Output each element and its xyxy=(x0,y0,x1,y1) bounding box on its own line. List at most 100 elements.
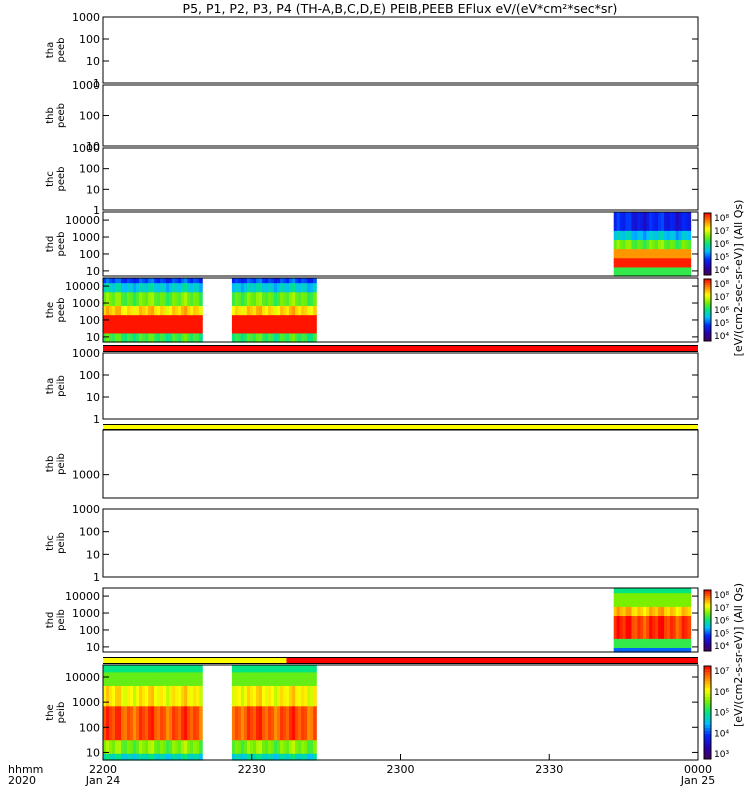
spectrogram-cell xyxy=(301,296,305,302)
spectrogram-cell xyxy=(112,726,116,734)
spectrogram-cell xyxy=(163,665,167,673)
spectrogram-cell xyxy=(643,221,647,227)
colorbar-cell xyxy=(704,326,711,330)
spectrogram-cell xyxy=(193,678,197,686)
spectrogram-cell xyxy=(154,310,158,316)
spectrogram-cell xyxy=(631,647,635,653)
spectrogram-cell xyxy=(231,337,236,343)
spectrogram-cell xyxy=(655,642,659,649)
spectrogram-cell xyxy=(256,719,260,727)
spectrogram-cell xyxy=(124,726,128,734)
spectrogram-cell xyxy=(124,665,128,673)
spectrogram-cell xyxy=(184,726,188,734)
spectrogram-cell xyxy=(106,726,110,734)
spectrogram-cell xyxy=(687,216,692,222)
spectrogram-cell xyxy=(240,726,245,734)
spectrogram-cell xyxy=(625,257,630,263)
spectrogram-cell xyxy=(172,705,176,714)
spectrogram-cell xyxy=(237,732,242,741)
spectrogram-cell xyxy=(684,262,689,268)
spectrogram-cell xyxy=(121,337,125,343)
spectrogram-cell xyxy=(139,314,143,320)
spectrogram-cell xyxy=(301,310,305,316)
spectrogram-cell xyxy=(622,225,627,231)
spectrogram-cell xyxy=(280,698,284,707)
spectrogram-cell xyxy=(142,685,146,693)
spectrogram-cell xyxy=(172,726,176,734)
spectrogram-cell xyxy=(262,719,266,727)
spectrogram-cell xyxy=(124,739,128,748)
spectrogram-cell xyxy=(640,588,644,594)
spectrogram-cell xyxy=(118,732,122,741)
panel-ylabel-product: peeb xyxy=(56,38,67,63)
colorbar-cell xyxy=(704,244,711,247)
spectrogram-cell xyxy=(295,719,299,727)
spectrogram-cell xyxy=(160,671,164,680)
spectrogram-cell xyxy=(184,296,188,302)
spectrogram-cell xyxy=(181,726,185,734)
colorbar-cell xyxy=(704,279,711,282)
spectrogram-cell xyxy=(243,719,248,727)
spectrogram-cell xyxy=(289,314,293,320)
spectrogram-cell xyxy=(675,633,680,639)
spectrogram-cell xyxy=(178,291,182,297)
spectrogram-cell xyxy=(169,282,173,288)
spectrogram-cell xyxy=(619,606,624,612)
spectrogram-cell xyxy=(231,287,236,293)
spectrogram-cell xyxy=(136,337,140,343)
colorbar-tick-label: 10⁴ xyxy=(714,266,729,276)
spectrogram-cell xyxy=(178,705,182,714)
spectrogram-cell xyxy=(199,314,203,320)
spectrogram-cell xyxy=(687,620,692,626)
spectrogram-cell xyxy=(666,647,671,653)
spectrogram-cell xyxy=(103,314,107,320)
spectrogram-cell xyxy=(109,685,113,693)
spectrogram-cell xyxy=(142,719,146,727)
spectrogram-cell xyxy=(666,230,671,236)
spectrogram-cell xyxy=(631,271,635,277)
spectrogram-cell xyxy=(646,624,650,630)
spectrogram-cell xyxy=(163,332,167,339)
spectrogram-cell xyxy=(234,323,239,329)
spectrogram-cell xyxy=(672,230,677,236)
spectrogram-cell xyxy=(634,597,638,603)
spectrogram-cell xyxy=(687,257,692,263)
colorbar-cell xyxy=(704,223,711,226)
spectrogram-cell xyxy=(616,610,621,617)
spectrogram-cell xyxy=(634,615,638,621)
spectrogram-cell xyxy=(616,588,621,594)
spectrogram-cell xyxy=(178,685,182,693)
spectrogram-cell xyxy=(663,257,668,263)
spectrogram-cell xyxy=(286,685,290,693)
spectrogram-cell xyxy=(166,732,170,741)
spectrogram-cell xyxy=(681,225,686,231)
spectrogram-cell xyxy=(268,712,272,720)
spectrogram-cell xyxy=(313,323,317,329)
spectrogram-cell xyxy=(121,332,125,339)
spectrogram-cell xyxy=(234,732,239,741)
y-tick-label: 10 xyxy=(86,55,100,68)
spectrogram-segment xyxy=(613,588,692,653)
spectrogram-cell xyxy=(231,671,236,680)
spectrogram-cell xyxy=(112,732,116,741)
spectrogram-cell xyxy=(190,746,194,754)
spectrogram-cell xyxy=(252,291,257,297)
spectrogram-cell xyxy=(271,278,275,284)
spectrogram-cell xyxy=(286,705,290,714)
y-tick-label: 100 xyxy=(79,314,100,327)
spectrogram-cell xyxy=(160,678,164,686)
spectrogram-cell xyxy=(661,234,665,241)
spectrogram-cell xyxy=(112,719,116,727)
spectrogram-cell xyxy=(133,296,137,302)
spectrogram-cell xyxy=(655,633,659,639)
spectrogram-cell xyxy=(675,212,680,218)
y-tick-label: 100 xyxy=(79,624,100,637)
colorbar-cell xyxy=(704,314,711,317)
spectrogram-cell xyxy=(199,746,203,754)
spectrogram-cell xyxy=(115,692,119,700)
spectrogram-cell xyxy=(313,732,317,741)
spectrogram-cell xyxy=(172,332,176,339)
spectrogram-cell xyxy=(646,266,650,273)
spectrogram-cell xyxy=(262,678,266,686)
